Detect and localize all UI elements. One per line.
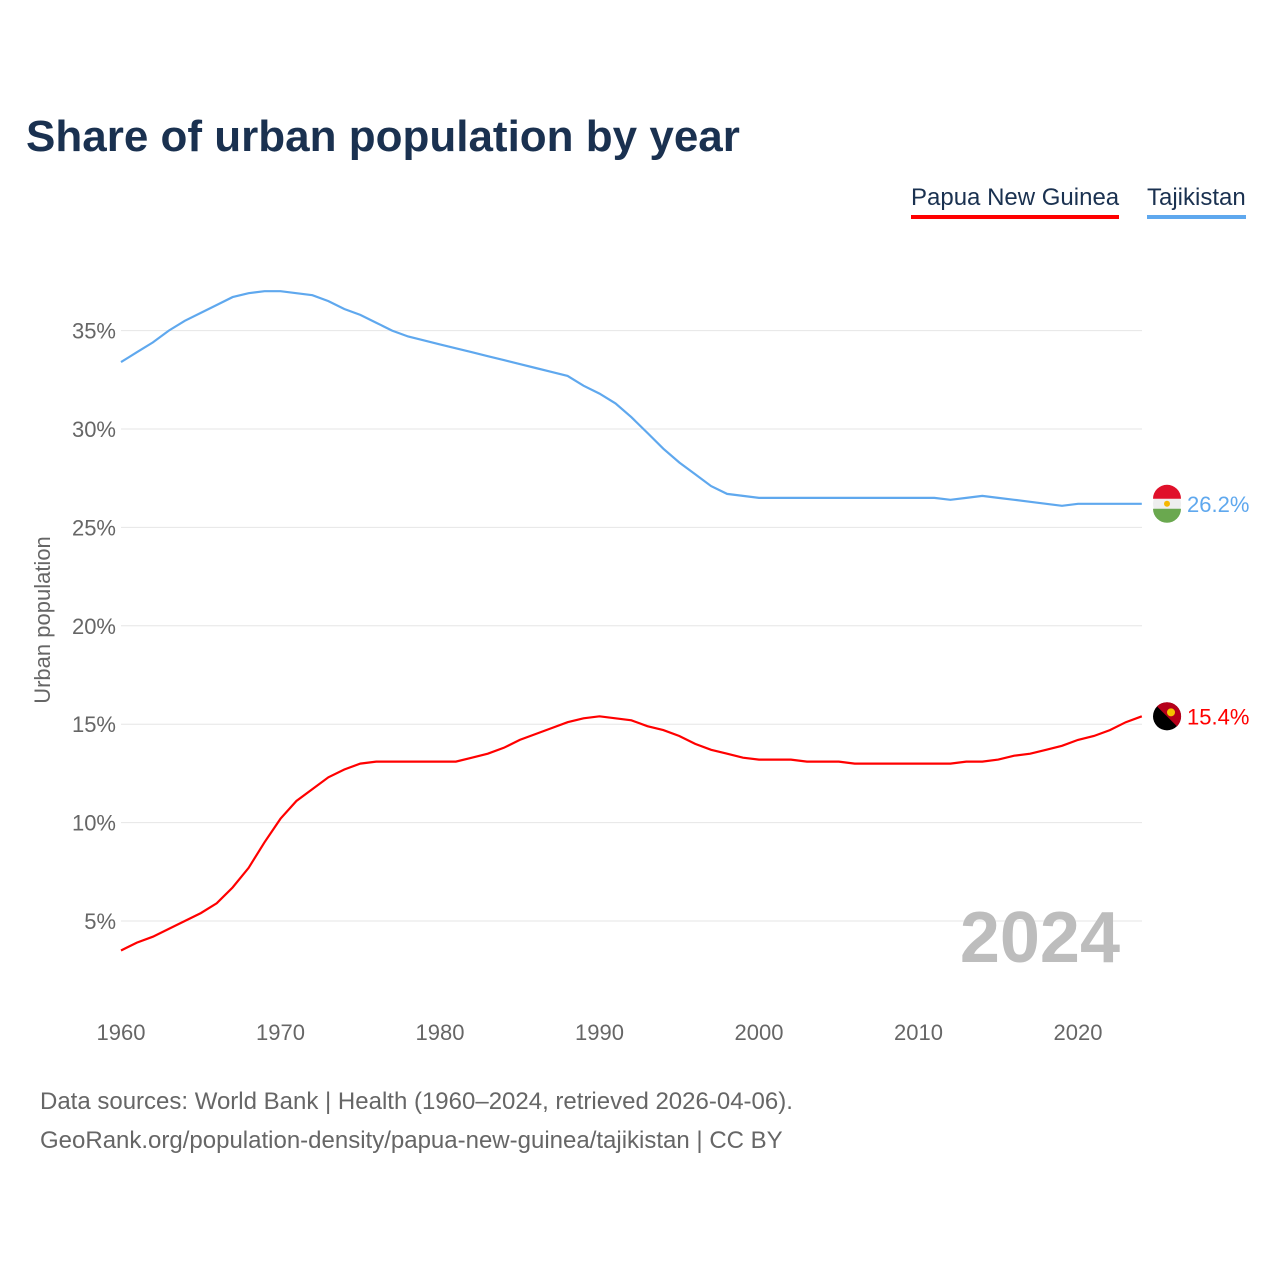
chart-title: Share of urban population by year: [26, 112, 740, 161]
end-value-label: 26.2%: [1187, 492, 1249, 517]
y-tick-label: 15%: [72, 712, 116, 737]
x-tick-label: 1990: [575, 1020, 624, 1045]
source-line: Data sources: World Bank | Health (1960–…: [40, 1088, 793, 1115]
y-tick-label: 20%: [72, 614, 116, 639]
x-tick-label: 1980: [416, 1020, 465, 1045]
year-watermark: 2024: [960, 898, 1120, 978]
x-tick-label: 2020: [1054, 1020, 1103, 1045]
series-line-papua-new-guinea: [120, 715, 1143, 952]
legend-tajikistan[interactable]: Tajikistan: [1147, 184, 1246, 219]
x-tick-label: 2010: [894, 1020, 943, 1045]
series-line-tajikistan: [120, 290, 1142, 507]
x-tick-label: 1960: [97, 1020, 146, 1045]
end-value-label: 15.4%: [1187, 704, 1249, 729]
y-tick-label: 25%: [72, 515, 116, 540]
y-axis-label: Urban population: [30, 536, 55, 704]
y-tick-label: 5%: [84, 909, 116, 934]
x-tick-label: 2000: [735, 1020, 784, 1045]
tajikistan-flag-crown: [1164, 500, 1170, 507]
tajikistan-flag-icon: [1153, 484, 1181, 499]
x-tick-label: 1970: [256, 1020, 305, 1045]
y-tick-label: 30%: [72, 417, 116, 442]
source-url[interactable]: GeoRank.org/population-density/papua-new…: [40, 1127, 783, 1154]
y-tick-label: 35%: [72, 319, 116, 344]
png-flag-bird: [1167, 708, 1175, 717]
y-tick-label: 10%: [72, 811, 116, 836]
legend-papua-new-guinea[interactable]: Papua New Guinea: [911, 184, 1120, 219]
tajikistan-flag-icon: [1153, 508, 1181, 523]
